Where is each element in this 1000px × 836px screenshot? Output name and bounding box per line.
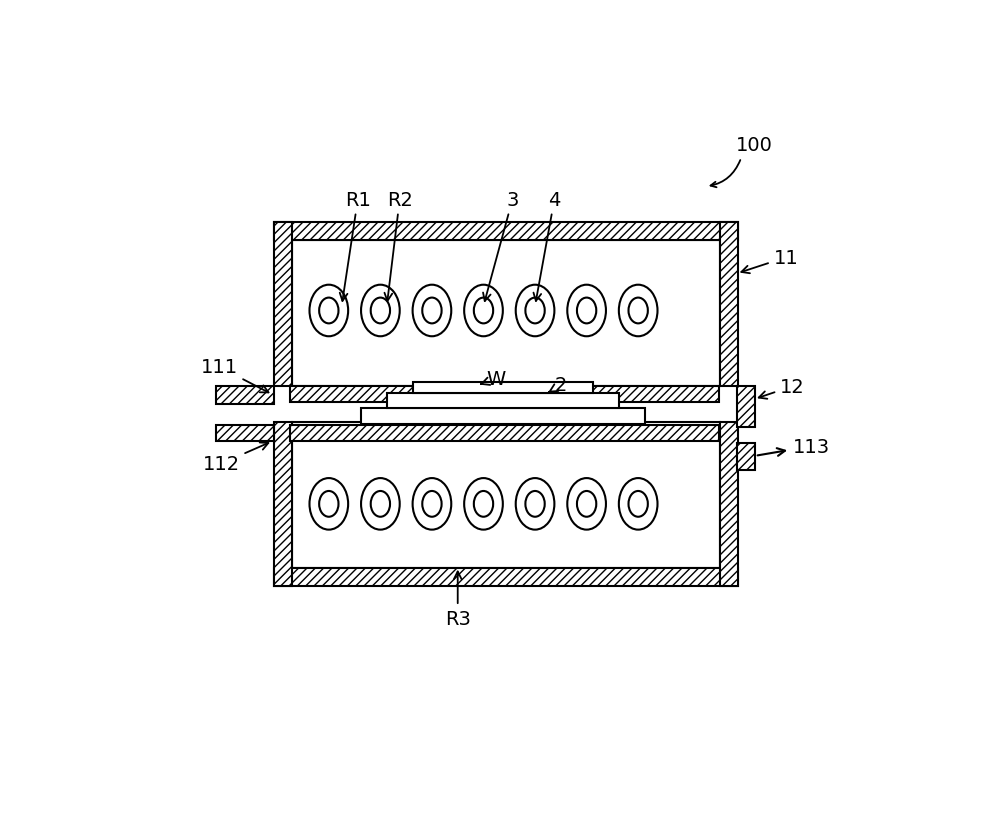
Bar — [413, 382, 593, 394]
Ellipse shape — [361, 285, 400, 337]
Text: R2: R2 — [384, 191, 413, 302]
Bar — [216, 387, 274, 405]
Text: 11: 11 — [741, 248, 798, 274]
Text: 3: 3 — [483, 191, 519, 302]
Ellipse shape — [319, 298, 338, 324]
Bar — [737, 387, 755, 427]
Ellipse shape — [516, 285, 554, 337]
Ellipse shape — [629, 298, 648, 324]
Text: 113: 113 — [758, 437, 830, 456]
Ellipse shape — [525, 298, 545, 324]
Bar — [292, 422, 720, 568]
Ellipse shape — [474, 298, 493, 324]
Bar — [737, 443, 755, 471]
Ellipse shape — [525, 492, 545, 517]
Ellipse shape — [474, 492, 493, 517]
Bar — [290, 426, 719, 441]
Bar — [290, 387, 719, 403]
Ellipse shape — [464, 478, 503, 530]
Text: W: W — [481, 370, 506, 389]
Ellipse shape — [309, 478, 348, 530]
Ellipse shape — [422, 492, 442, 517]
Ellipse shape — [567, 478, 606, 530]
Ellipse shape — [371, 298, 390, 324]
Ellipse shape — [619, 478, 658, 530]
Ellipse shape — [567, 285, 606, 337]
Bar — [720, 422, 738, 586]
Bar — [292, 241, 720, 387]
Ellipse shape — [629, 492, 648, 517]
Text: 12: 12 — [759, 377, 805, 400]
Ellipse shape — [413, 478, 451, 530]
Ellipse shape — [422, 298, 442, 324]
Text: 4: 4 — [533, 191, 561, 302]
Ellipse shape — [309, 285, 348, 337]
Ellipse shape — [619, 285, 658, 337]
Text: R1: R1 — [340, 191, 371, 302]
Text: 112: 112 — [203, 443, 268, 473]
Ellipse shape — [413, 285, 451, 337]
Bar — [274, 222, 292, 387]
Ellipse shape — [464, 285, 503, 337]
Text: 2: 2 — [549, 376, 567, 395]
Bar — [274, 222, 738, 241]
Text: 111: 111 — [201, 358, 268, 393]
Ellipse shape — [577, 492, 596, 517]
Bar — [361, 408, 645, 424]
Text: 100: 100 — [736, 136, 773, 155]
Ellipse shape — [319, 492, 338, 517]
Bar — [274, 422, 292, 586]
Bar — [720, 222, 738, 387]
Text: R3: R3 — [445, 572, 471, 628]
Ellipse shape — [361, 478, 400, 530]
Bar — [216, 426, 274, 441]
Ellipse shape — [371, 492, 390, 517]
Ellipse shape — [516, 478, 554, 530]
Bar — [274, 568, 738, 586]
Bar — [387, 394, 619, 408]
Ellipse shape — [577, 298, 596, 324]
